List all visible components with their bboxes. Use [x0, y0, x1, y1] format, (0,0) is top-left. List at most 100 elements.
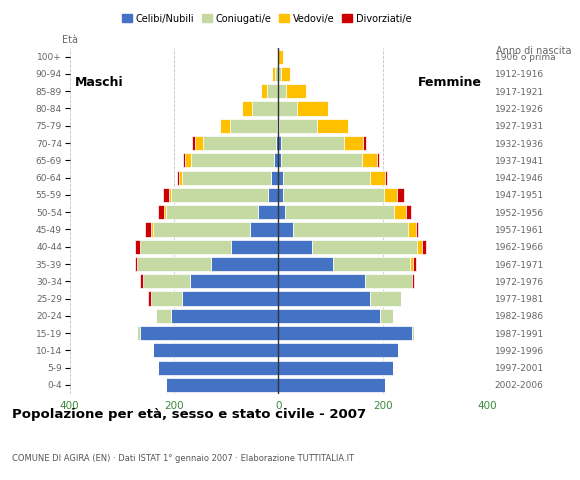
Legend: Celibi/Nubili, Coniugati/e, Vedovi/e, Divorziati/e: Celibi/Nubili, Coniugati/e, Vedovi/e, Di… [118, 10, 415, 27]
Text: Età: Età [61, 35, 78, 45]
Bar [137, 257, 211, 271]
Bar [278, 240, 312, 254]
Bar [416, 222, 418, 237]
Bar [158, 360, 278, 375]
Bar [364, 136, 366, 150]
Text: Anno di nascita: Anno di nascita [496, 46, 571, 56]
Bar [166, 205, 258, 219]
Bar [285, 205, 394, 219]
Bar [412, 326, 414, 340]
Text: Femmine: Femmine [418, 76, 482, 89]
Bar [231, 240, 278, 254]
Bar [148, 291, 151, 306]
Bar [278, 119, 280, 133]
Bar [278, 101, 296, 116]
Bar [278, 84, 286, 98]
Bar [293, 222, 408, 237]
Bar [362, 153, 376, 168]
Bar [406, 205, 411, 219]
Bar [408, 222, 416, 237]
Bar [278, 49, 282, 64]
Bar [281, 153, 362, 168]
Bar [278, 153, 281, 168]
Bar [370, 170, 385, 185]
Bar [220, 119, 230, 133]
Bar [172, 309, 278, 323]
Bar [333, 257, 411, 271]
Bar [275, 67, 278, 81]
Text: COMUNE DI AGIRA (EN) · Dati ISTAT 1° gennaio 2007 · Elaborazione TUTTITALIA.IT: COMUNE DI AGIRA (EN) · Dati ISTAT 1° gen… [12, 454, 354, 463]
Bar [280, 119, 317, 133]
Bar [278, 343, 398, 358]
Bar [140, 240, 231, 254]
Bar [286, 84, 306, 98]
Text: Maschi: Maschi [75, 76, 124, 89]
Bar [260, 84, 267, 98]
Bar [192, 136, 195, 150]
Bar [158, 205, 164, 219]
Bar [172, 188, 268, 202]
Bar [191, 153, 274, 168]
Bar [183, 153, 186, 168]
Bar [182, 170, 270, 185]
Bar [380, 309, 393, 323]
Bar [317, 119, 349, 133]
Bar [230, 119, 277, 133]
Bar [137, 326, 140, 340]
Bar [267, 84, 278, 98]
Bar [140, 326, 278, 340]
Bar [278, 170, 282, 185]
Bar [278, 326, 412, 340]
Bar [190, 274, 278, 288]
Bar [385, 188, 397, 202]
Bar [153, 222, 249, 237]
Bar [153, 343, 278, 358]
Bar [155, 309, 172, 323]
Bar [376, 153, 379, 168]
Text: Popolazione per età, sesso e stato civile - 2007: Popolazione per età, sesso e stato civil… [12, 408, 366, 420]
Bar [150, 222, 153, 237]
Bar [278, 378, 385, 392]
Bar [135, 257, 137, 271]
Bar [412, 274, 414, 288]
Bar [278, 360, 393, 375]
Bar [394, 205, 406, 219]
Bar [370, 291, 401, 306]
Bar [278, 257, 333, 271]
Bar [268, 188, 278, 202]
Bar [277, 119, 278, 133]
Bar [312, 240, 416, 254]
Bar [278, 274, 364, 288]
Bar [274, 153, 278, 168]
Bar [422, 240, 426, 254]
Bar [278, 205, 285, 219]
Bar [278, 67, 281, 81]
Bar [278, 222, 293, 237]
Bar [203, 136, 276, 150]
Bar [211, 257, 278, 271]
Bar [179, 170, 182, 185]
Bar [413, 257, 416, 271]
Bar [164, 205, 166, 219]
Bar [252, 101, 278, 116]
Bar [282, 188, 385, 202]
Bar [411, 257, 413, 271]
Bar [249, 222, 278, 237]
Bar [278, 309, 380, 323]
Bar [169, 188, 172, 202]
Bar [270, 170, 278, 185]
Bar [182, 291, 278, 306]
Bar [140, 274, 143, 288]
Bar [258, 205, 278, 219]
Bar [364, 274, 412, 288]
Bar [281, 67, 291, 81]
Bar [151, 291, 182, 306]
Bar [278, 136, 281, 150]
Bar [195, 136, 203, 150]
Bar [385, 170, 387, 185]
Bar [296, 101, 328, 116]
Bar [282, 170, 370, 185]
Bar [162, 188, 169, 202]
Bar [166, 378, 278, 392]
Bar [186, 153, 191, 168]
